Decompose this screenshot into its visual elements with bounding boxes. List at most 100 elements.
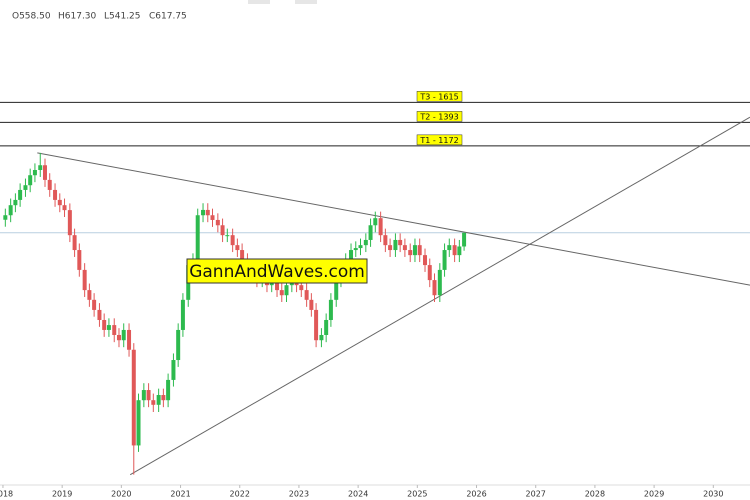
candle-body — [423, 255, 428, 266]
candle-body — [77, 250, 82, 270]
candle-body — [235, 245, 240, 251]
candle-body — [220, 225, 225, 236]
candle-body — [398, 239, 403, 246]
candle-body — [378, 218, 383, 236]
candle-body — [314, 309, 319, 341]
candle-body — [161, 395, 166, 401]
x-tick-label: 2023 — [289, 490, 309, 499]
candle-body — [205, 209, 210, 216]
candle-body — [309, 299, 314, 310]
candle-body — [230, 235, 235, 246]
candle-body — [47, 179, 52, 190]
x-tick-label: 2019 — [52, 490, 72, 499]
level-label-box — [416, 134, 463, 146]
candle-body — [166, 379, 171, 401]
candle-body — [53, 189, 58, 200]
ohlc-high: H617.30 — [58, 12, 97, 22]
candle-body — [457, 246, 462, 256]
candle-body — [116, 334, 121, 341]
candle-body — [146, 390, 151, 401]
x-tick-label: 2024 — [348, 490, 368, 499]
candle-body — [92, 299, 97, 310]
candle-body — [299, 285, 304, 291]
candle-body — [279, 290, 284, 296]
candle-body — [210, 215, 215, 220]
candle-body — [358, 245, 363, 249]
candle-body — [324, 319, 329, 335]
candle-body — [23, 185, 28, 190]
ohlc-close: C617.75 — [149, 12, 187, 22]
watermark: GannAndWaves.com — [189, 262, 365, 282]
candle-body — [106, 325, 111, 330]
candle-body — [334, 280, 339, 300]
candle-body — [82, 269, 87, 291]
candle-body — [201, 209, 206, 216]
candle-body — [363, 239, 368, 246]
candle-body — [447, 245, 452, 251]
x-tick-label: 2028 — [585, 490, 605, 499]
candle-body — [349, 250, 354, 260]
candle-body — [156, 395, 161, 405]
level-label: T2 - 1393 — [419, 112, 458, 121]
toolbar-button[interactable] — [295, 0, 317, 4]
x-tick-label: 2027 — [526, 490, 546, 499]
candle-body — [141, 390, 146, 401]
candle-body — [442, 250, 447, 270]
candle-body — [3, 215, 8, 220]
candle-body — [67, 210, 72, 236]
candle-body — [408, 250, 413, 256]
candle-body — [304, 290, 309, 300]
candle-body — [452, 245, 457, 256]
candle-body — [131, 349, 136, 446]
candle-body — [225, 235, 230, 237]
candle-body — [87, 290, 92, 300]
candle-body — [38, 165, 43, 171]
level-label-box — [416, 111, 463, 122]
candle-body — [42, 165, 47, 180]
candle-body — [393, 239, 398, 251]
x-tick-label: 2018 — [0, 490, 13, 499]
candle-body — [368, 225, 373, 240]
watermark-box — [186, 258, 368, 284]
x-tick-label: 2022 — [230, 490, 250, 499]
candle-body — [176, 329, 181, 361]
candle-body — [373, 218, 378, 226]
candle-body — [151, 400, 156, 405]
candle-body — [57, 199, 62, 206]
candle-body — [328, 299, 333, 320]
trendline — [37, 152, 750, 286]
candle-body — [402, 245, 407, 251]
candle-body — [171, 360, 176, 380]
candle-body — [427, 265, 432, 281]
candle-body — [28, 175, 33, 186]
candle-body — [215, 219, 220, 226]
candle-body — [412, 245, 417, 256]
level-label-box — [416, 91, 463, 102]
candle-body — [72, 235, 77, 251]
candle-body — [240, 250, 245, 260]
candle-body — [13, 199, 18, 206]
x-tick-label: 2025 — [407, 490, 427, 499]
candle-body — [284, 285, 289, 296]
candle-body — [195, 215, 200, 260]
candle-body — [127, 329, 132, 350]
level-label: T3 - 1615 — [419, 92, 458, 101]
candle-body — [62, 205, 67, 211]
toolbar-button[interactable] — [248, 0, 270, 4]
candle-body — [462, 232, 467, 247]
candle-body — [388, 245, 393, 251]
candle-body — [102, 319, 107, 330]
candle-body — [32, 170, 37, 176]
x-tick-label: 2026 — [466, 490, 486, 499]
candle-body — [417, 245, 422, 256]
candle-body — [180, 299, 185, 330]
x-tick-label: 2030 — [703, 490, 723, 499]
candle-body — [432, 280, 437, 296]
ohlc-open: O558.50 — [12, 12, 51, 22]
candle-body — [353, 248, 358, 251]
candle-body — [136, 400, 141, 446]
candle-body — [18, 189, 23, 200]
candle-body — [383, 235, 388, 246]
